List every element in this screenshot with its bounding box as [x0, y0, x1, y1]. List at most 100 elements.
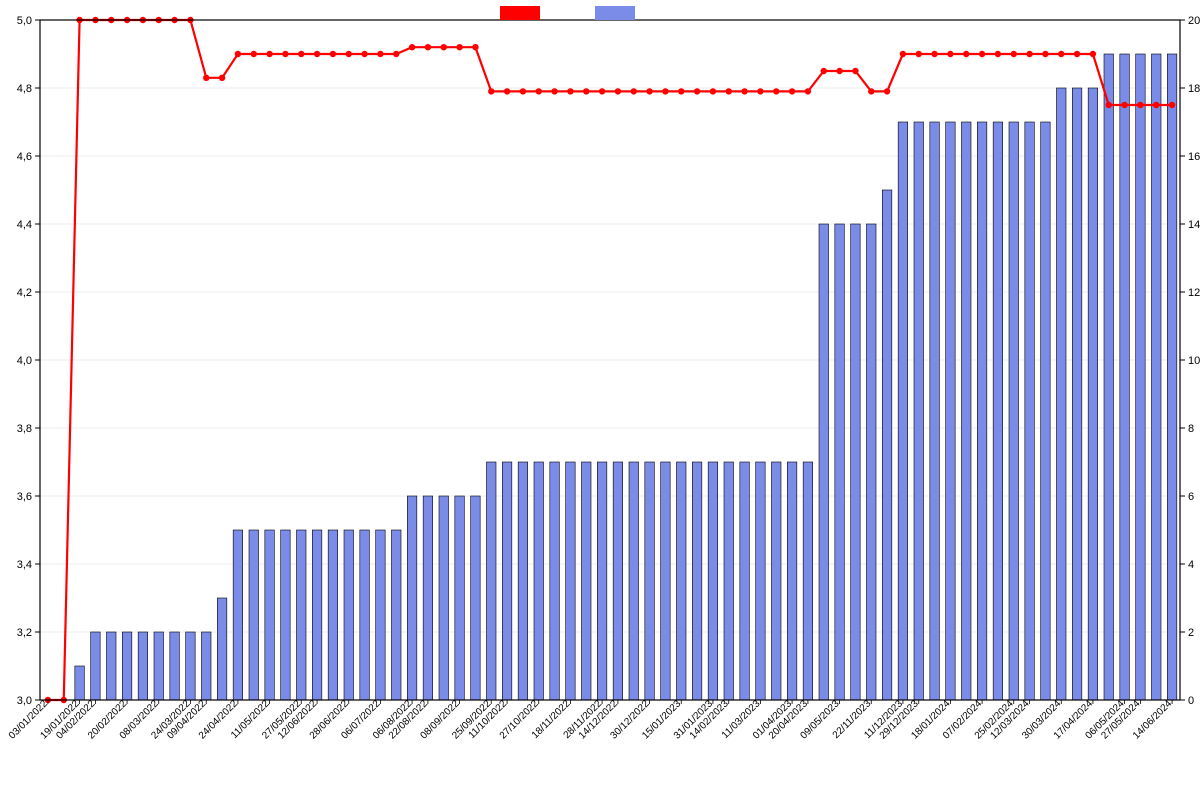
right-axis-tick-label: 0	[1188, 695, 1194, 707]
bar	[930, 122, 940, 700]
bar	[851, 224, 861, 700]
right-axis-tick-label: 18	[1188, 83, 1200, 95]
bar	[772, 462, 782, 700]
left-axis-tick-label: 4,6	[17, 151, 32, 163]
bar	[1088, 88, 1098, 700]
line-marker	[1169, 102, 1175, 108]
bar	[265, 530, 275, 700]
left-axis-tick-label: 3,8	[17, 423, 32, 435]
bar	[534, 462, 544, 700]
bar	[122, 632, 132, 700]
bar	[661, 462, 671, 700]
right-axis-tick-label: 16	[1188, 151, 1200, 163]
line-marker	[551, 88, 557, 94]
line-marker	[979, 51, 985, 57]
bar	[344, 530, 354, 700]
right-axis-tick-label: 6	[1188, 491, 1194, 503]
line-marker	[995, 51, 1001, 57]
bar	[613, 462, 623, 700]
bar	[677, 462, 687, 700]
bar	[756, 462, 766, 700]
line-marker	[868, 88, 874, 94]
line-marker	[266, 51, 272, 57]
chart-svg: 3,03,23,43,63,84,04,24,44,64,85,00246810…	[0, 0, 1200, 800]
line-marker	[884, 88, 890, 94]
bar	[107, 632, 117, 700]
line-marker	[282, 51, 288, 57]
line-marker	[472, 44, 478, 50]
bar	[217, 598, 227, 700]
bar	[154, 632, 164, 700]
line-marker	[1026, 51, 1032, 57]
line-marker	[251, 51, 257, 57]
bar	[708, 462, 718, 700]
legend-swatch	[595, 6, 635, 20]
left-axis-tick-label: 3,2	[17, 627, 32, 639]
bar	[91, 632, 101, 700]
bar	[867, 224, 877, 700]
bar	[914, 122, 924, 700]
line-marker	[947, 51, 953, 57]
bar	[882, 190, 892, 700]
line-marker	[773, 88, 779, 94]
bar	[297, 530, 307, 700]
bar	[566, 462, 576, 700]
bar	[487, 462, 497, 700]
bar	[202, 632, 212, 700]
line-marker	[377, 51, 383, 57]
bar	[898, 122, 908, 700]
bar	[1136, 54, 1146, 700]
bar	[550, 462, 560, 700]
line-marker	[916, 51, 922, 57]
line-marker	[900, 51, 906, 57]
bar	[1104, 54, 1114, 700]
bar	[977, 122, 987, 700]
left-axis-tick-label: 3,0	[17, 695, 32, 707]
line-marker	[741, 88, 747, 94]
line-marker	[456, 44, 462, 50]
bar	[803, 462, 813, 700]
line-marker	[931, 51, 937, 57]
bar	[170, 632, 180, 700]
bar	[1057, 88, 1067, 700]
line-marker	[1137, 102, 1143, 108]
bar	[376, 530, 386, 700]
right-axis-tick-label: 20	[1188, 15, 1200, 27]
bar	[471, 496, 481, 700]
line-marker	[615, 88, 621, 94]
line-marker	[963, 51, 969, 57]
line-marker	[1058, 51, 1064, 57]
line-marker	[852, 68, 858, 74]
line-marker	[1121, 102, 1127, 108]
right-axis-tick-label: 4	[1188, 559, 1194, 571]
line-marker	[314, 51, 320, 57]
bar	[281, 530, 291, 700]
line-marker	[1090, 51, 1096, 57]
bar	[186, 632, 196, 700]
line-marker	[599, 88, 605, 94]
bar	[439, 496, 449, 700]
bar	[1041, 122, 1051, 700]
dual-axis-chart: 3,03,23,43,63,84,04,24,44,64,85,00246810…	[0, 0, 1200, 800]
line-marker	[710, 88, 716, 94]
bar	[1152, 54, 1162, 700]
bar	[692, 462, 702, 700]
line-marker	[726, 88, 732, 94]
line-marker	[583, 88, 589, 94]
bar	[233, 530, 243, 700]
line-marker	[298, 51, 304, 57]
line-marker	[631, 88, 637, 94]
bar	[993, 122, 1003, 700]
line-marker	[1106, 102, 1112, 108]
bar	[75, 666, 85, 700]
bar	[819, 224, 829, 700]
bar	[1072, 88, 1082, 700]
right-axis-tick-label: 8	[1188, 423, 1194, 435]
bar	[724, 462, 734, 700]
left-axis-tick-label: 3,6	[17, 491, 32, 503]
line-marker	[821, 68, 827, 74]
bar	[407, 496, 417, 700]
line-marker	[805, 88, 811, 94]
bar	[835, 224, 845, 700]
left-axis-tick-label: 4,0	[17, 355, 32, 367]
